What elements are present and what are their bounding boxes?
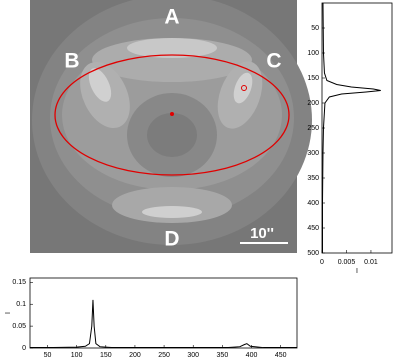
sky-image: A B C D 10'' <box>30 0 312 253</box>
contour <box>147 113 197 157</box>
x-tick-label: 300 <box>187 352 199 358</box>
y-tick-label: 100 <box>307 50 319 57</box>
y-tick-label: 400 <box>307 200 319 207</box>
region-label: A <box>164 6 179 29</box>
y-tick-label: 0 <box>22 345 26 352</box>
y-tick-label: 0.1 <box>16 301 26 308</box>
y-tick-label: 450 <box>307 225 319 232</box>
center-marker <box>170 112 174 116</box>
y-tick-label: 250 <box>307 125 319 132</box>
y-tick-label: 50 <box>311 25 319 32</box>
y-tick-label: 0.05 <box>12 323 26 330</box>
x-tick-label: 250 <box>158 352 170 358</box>
x-tick-label: 450 <box>275 352 287 358</box>
x-tick-label: 50 <box>44 352 52 358</box>
x-tick-label: 100 <box>71 352 83 358</box>
y-tick-label: 150 <box>307 75 319 82</box>
contour <box>233 72 253 104</box>
scale-bar-label: 10'' <box>250 225 274 242</box>
x-tick-label: 400 <box>246 352 258 358</box>
region-label: C <box>266 50 281 73</box>
x-tick-label: 200 <box>129 352 141 358</box>
profile-line <box>321 2 381 253</box>
y-tick-label: 350 <box>307 175 319 182</box>
x-tick-label: 0.005 <box>338 259 356 266</box>
plot-frame <box>321 2 393 254</box>
region-label: D <box>164 228 179 251</box>
y-tick-label: 0.15 <box>12 279 26 286</box>
contour <box>127 38 217 58</box>
region-label: B <box>64 50 79 73</box>
y-tick-label: 500 <box>307 250 319 257</box>
profile-line <box>30 299 297 349</box>
y-tick-label: 300 <box>307 150 319 157</box>
contour <box>142 206 202 218</box>
axis-label: I <box>5 312 12 314</box>
plot-frame <box>29 277 298 349</box>
contour <box>88 68 112 102</box>
x-tick-label: 150 <box>100 352 112 358</box>
x-tick-label: 350 <box>217 352 229 358</box>
axis-label: I <box>356 268 358 275</box>
x-tick-label: 0.01 <box>364 259 378 266</box>
source-marker <box>241 85 247 91</box>
aperture-ellipse <box>54 54 290 176</box>
y-tick-label: 200 <box>307 100 319 107</box>
x-tick-label: 0 <box>320 259 324 266</box>
contour <box>112 187 232 223</box>
